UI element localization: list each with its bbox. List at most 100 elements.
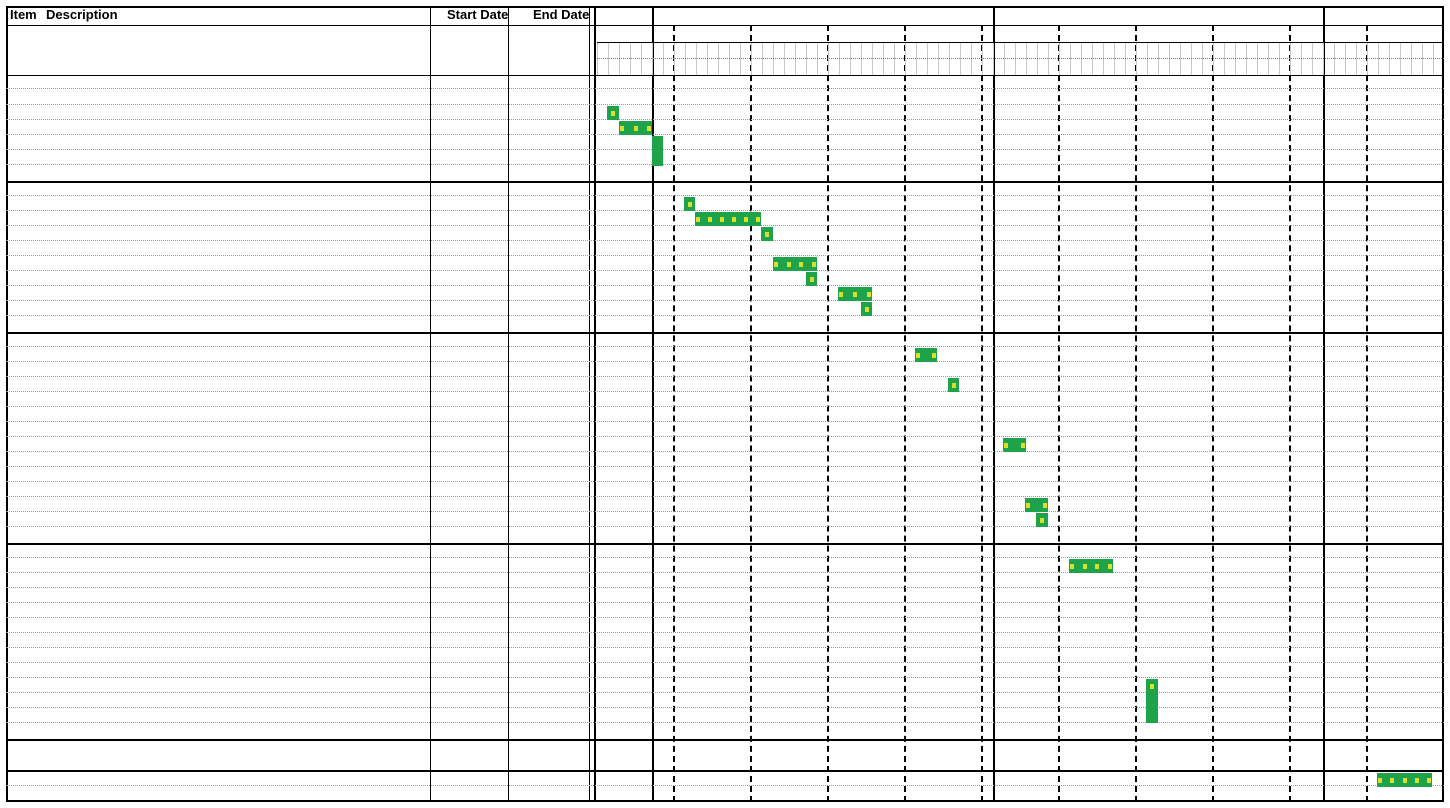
day-divider: [1246, 43, 1247, 75]
task-day-marker: [1070, 564, 1074, 569]
day-divider: [883, 43, 884, 75]
row-rule: [6, 346, 1444, 347]
task-day-marker: [1026, 503, 1030, 508]
day-divider: [839, 43, 840, 75]
day-divider: [1202, 43, 1203, 75]
column-divider: [993, 6, 995, 802]
day-divider: [1037, 43, 1038, 75]
gantt-bar: [948, 378, 959, 392]
task-day-marker: [620, 126, 624, 131]
row-rule: [6, 315, 1444, 316]
day-divider: [1103, 43, 1104, 75]
stage-separator: [6, 543, 1444, 545]
task-day-marker: [867, 292, 871, 297]
day-divider: [608, 43, 609, 75]
stage-separator: [6, 739, 1444, 741]
item-column-header: Item: [10, 7, 37, 22]
day-divider: [949, 43, 950, 75]
row-rule: [6, 88, 1444, 89]
gantt-bar: [619, 121, 652, 135]
day-divider: [1114, 43, 1115, 75]
row-rule: [6, 785, 1444, 786]
day-divider: [960, 43, 961, 75]
gantt-bar: [695, 212, 761, 226]
row-rule: [6, 496, 1444, 497]
day-divider: [1015, 43, 1016, 75]
row-rule: [6, 436, 1444, 437]
day-divider: [1389, 43, 1390, 75]
week-divider: [1366, 25, 1368, 802]
row-rule: [6, 149, 1444, 150]
row-rule: [6, 270, 1444, 271]
week-divider: [827, 25, 829, 802]
row-rule: [6, 557, 1444, 558]
week-divider: [981, 25, 983, 802]
day-divider: [927, 43, 928, 75]
day-divider: [696, 43, 697, 75]
task-day-marker: [1402, 778, 1407, 783]
column-divider: [1323, 6, 1325, 802]
day-divider: [1059, 43, 1060, 75]
task-day-marker: [687, 202, 692, 207]
day-divider: [938, 43, 939, 75]
row-rule: [6, 164, 1444, 165]
day-divider: [850, 43, 851, 75]
day-divider: [762, 43, 763, 75]
gantt-bar: [1036, 513, 1048, 527]
task-day-marker: [916, 353, 920, 358]
row-rule: [6, 647, 1444, 648]
row-rule: [6, 677, 1444, 678]
day-divider: [641, 43, 642, 75]
task-day-marker: [1095, 564, 1100, 569]
day-divider: [1169, 43, 1170, 75]
day-divider: [806, 43, 807, 75]
week-divider: [1212, 25, 1214, 802]
row-rule: [6, 421, 1444, 422]
row-rule: [6, 511, 1444, 512]
day-divider: [1356, 43, 1357, 75]
day-divider: [1279, 43, 1280, 75]
gantt-bar: [761, 227, 773, 241]
day-divider: [795, 43, 796, 75]
header-rule: [6, 25, 1444, 26]
task-day-marker: [1043, 503, 1047, 508]
task-day-marker: [864, 307, 869, 312]
day-divider: [630, 43, 631, 75]
row-rule: [6, 692, 1444, 693]
task-day-marker: [696, 217, 700, 222]
row-rule: [6, 376, 1444, 377]
day-divider: [1048, 43, 1049, 75]
week-divider: [1135, 25, 1137, 802]
task-day-marker: [839, 292, 843, 297]
day-divider: [1081, 43, 1082, 75]
stage-separator: [6, 181, 1444, 183]
day-divider: [817, 43, 818, 75]
week-divider: [1058, 25, 1060, 802]
day-divider: [1290, 43, 1291, 75]
row-rule: [6, 104, 1444, 105]
task-day-marker: [1082, 564, 1087, 569]
day-divider: [993, 43, 994, 75]
row-rule: [6, 587, 1444, 588]
task-day-marker: [1378, 778, 1382, 783]
day-divider: [1158, 43, 1159, 75]
task-day-marker: [774, 262, 778, 267]
gantt-bar: [861, 302, 872, 316]
day-divider: [828, 43, 829, 75]
row-rule: [6, 572, 1444, 573]
day-divider: [1070, 43, 1071, 75]
row-rule: [6, 391, 1444, 392]
task-day-marker: [1427, 778, 1431, 783]
gantt-bar: [1003, 438, 1026, 452]
task-day-marker: [809, 277, 814, 282]
day-divider: [729, 43, 730, 75]
row-rule: [6, 255, 1444, 256]
day-divider: [1400, 43, 1401, 75]
day-divider: [1367, 43, 1368, 75]
gantt-bar: [1069, 559, 1113, 573]
gantt-bar: [1025, 498, 1048, 512]
row-rule: [6, 526, 1444, 527]
column-divider: [594, 6, 596, 802]
stage-separator: [6, 770, 1444, 772]
task-day-marker: [611, 111, 615, 116]
